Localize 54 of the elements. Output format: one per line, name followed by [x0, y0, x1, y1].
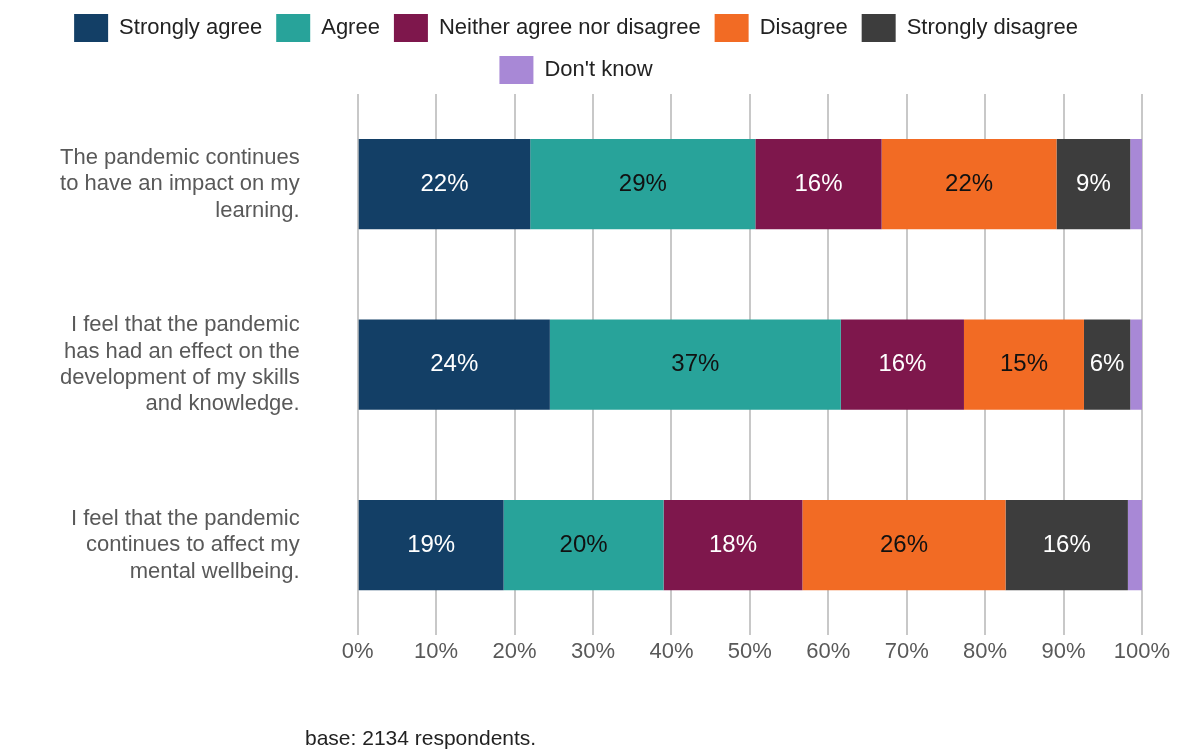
- data-label: 18%: [708, 529, 758, 557]
- x-tick-label: 60%: [806, 637, 851, 663]
- data-label: 22%: [420, 168, 469, 196]
- x-tick-label: 40%: [649, 637, 694, 663]
- bar: [802, 500, 1006, 591]
- bar: [1130, 139, 1142, 230]
- bar: [1127, 500, 1142, 591]
- x-tick-label: 50%: [727, 637, 772, 663]
- bar: [549, 319, 841, 410]
- data-label: 20%: [559, 529, 608, 557]
- x-tick-label: 80%: [963, 637, 1008, 663]
- data-label: 37%: [671, 349, 720, 377]
- bar: [663, 500, 803, 591]
- legend-label: Disagree: [759, 14, 848, 40]
- bar: [530, 139, 756, 230]
- bar: [881, 139, 1057, 230]
- data-label: 6%: [1089, 349, 1125, 377]
- x-tick-label: 70%: [884, 637, 929, 663]
- data-label: 15%: [999, 349, 1048, 377]
- text: base: 2134 respondents.: [305, 726, 537, 750]
- bar: [358, 500, 504, 591]
- data-label: 24%: [430, 349, 479, 377]
- bar: [503, 500, 664, 591]
- data-label: 16%: [794, 168, 843, 196]
- x-tick-label: 20%: [492, 637, 537, 663]
- bar: [1005, 500, 1128, 591]
- x-tick-label: 10%: [414, 637, 459, 663]
- y-tick-label: I feel that the pandemic has had an effect on the development of my skills and knowledge.: [60, 311, 300, 416]
- x-tick-label: 30%: [570, 637, 616, 663]
- x-tick-label: 100%: [1113, 637, 1171, 663]
- bar: [840, 319, 964, 410]
- y-tick-label: The pandemic continues to have an impact on my learning.: [60, 143, 300, 222]
- data-label: 16%: [878, 349, 927, 377]
- bar: [755, 139, 882, 230]
- x-tick-label: 0%: [341, 637, 374, 663]
- x-tick-label: 90%: [1041, 637, 1086, 663]
- bar: [1130, 319, 1142, 410]
- bar: [358, 139, 531, 230]
- legend-label: Strongly disagree: [906, 14, 1078, 40]
- data-label: 26%: [879, 529, 928, 557]
- data-label: 9%: [1076, 168, 1111, 196]
- data-label: 22%: [945, 168, 994, 196]
- data-label: 19%: [407, 529, 456, 557]
- legend-label: Neither agree nor disagree: [438, 14, 701, 40]
- bar: [358, 319, 550, 410]
- legend-label: Strongly agree: [119, 14, 263, 40]
- legend-label: Agree: [321, 14, 380, 40]
- bar: [963, 319, 1084, 410]
- bar: [1056, 139, 1131, 230]
- bar: [1083, 319, 1131, 410]
- data-label: 29%: [618, 168, 667, 196]
- data-label: 16%: [1042, 529, 1091, 557]
- y-tick-label: I feel that the pandemic continues to affect my mental wellbeing.: [71, 504, 300, 583]
- legend-label: Don't know: [544, 56, 653, 82]
